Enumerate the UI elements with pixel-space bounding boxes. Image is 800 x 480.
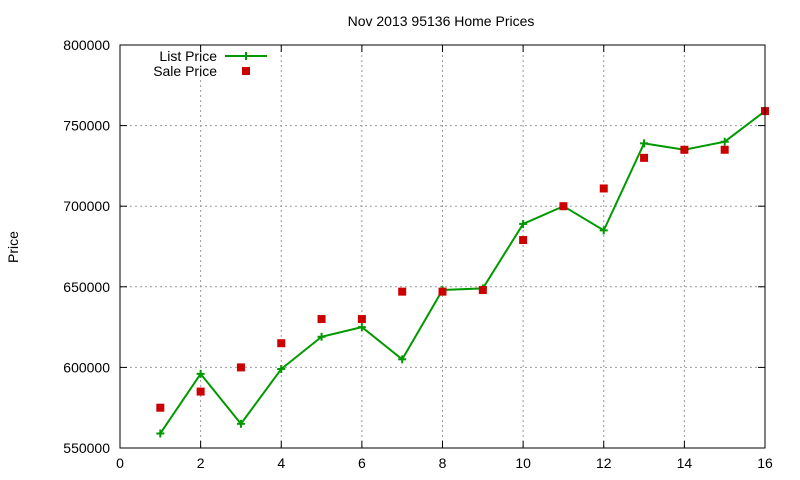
sale-price-point xyxy=(680,145,689,154)
list-price-point xyxy=(720,137,729,146)
data-series xyxy=(156,107,769,438)
chart-title: Nov 2013 95136 Home Prices xyxy=(348,13,535,29)
sale-price-point xyxy=(156,403,165,412)
list-price-point xyxy=(196,369,205,378)
y-tick-label: 700000 xyxy=(63,198,110,214)
grid xyxy=(120,45,765,448)
sale-price-point xyxy=(720,145,729,154)
sale-price-point xyxy=(398,287,407,296)
plot-frame xyxy=(119,44,766,449)
sale-price-point xyxy=(519,236,528,245)
legend-label-list-price: List Price xyxy=(159,48,217,64)
sale-price-point xyxy=(277,339,286,348)
list-price-point xyxy=(357,323,366,332)
tick-labels: 0 2 4 6 8 10 12 14 16 550000 600000 650000 700000 750… xyxy=(63,37,773,471)
list-price-point xyxy=(640,139,649,148)
x-tick-label: 12 xyxy=(596,455,612,471)
legend-label-sale-price: Sale Price xyxy=(153,63,217,79)
y-tick-label: 750000 xyxy=(63,118,110,134)
x-tick-label: 8 xyxy=(439,455,447,471)
sale-price-point xyxy=(559,202,568,211)
y-axis-label: Price xyxy=(5,231,21,263)
list-price-point xyxy=(519,219,528,228)
list-price-point xyxy=(398,355,407,364)
sale-price-point xyxy=(599,184,608,193)
y-tick-label: 600000 xyxy=(63,359,110,375)
sale-price-point xyxy=(478,286,487,295)
sale-price-point xyxy=(236,363,245,372)
sale-price-point xyxy=(317,315,326,324)
x-tick-label: 16 xyxy=(757,455,773,471)
x-tick-label: 2 xyxy=(197,455,205,471)
x-tick-label: 6 xyxy=(358,455,366,471)
list-price-point xyxy=(236,419,245,428)
y-tick-label: 650000 xyxy=(63,279,110,295)
list-price-point xyxy=(277,365,286,374)
sale-price-point xyxy=(438,287,447,296)
list-price-point xyxy=(317,332,326,341)
list-price-line xyxy=(159,110,766,435)
y-tick-label: 800000 xyxy=(63,37,110,53)
x-tick-label: 0 xyxy=(116,455,124,471)
x-tick-label: 10 xyxy=(515,455,531,471)
legend: List Price Sale Price xyxy=(153,48,267,79)
list-price-point xyxy=(156,429,165,438)
sale-price-point xyxy=(640,153,649,162)
sale-price-point xyxy=(357,315,366,324)
x-tick-label: 4 xyxy=(277,455,285,471)
list-price-point xyxy=(599,226,608,235)
y-tick-label: 550000 xyxy=(63,440,110,456)
x-tick-label: 14 xyxy=(677,455,693,471)
legend-swatch-sale-price xyxy=(242,67,250,75)
sale-price-point xyxy=(196,387,205,396)
